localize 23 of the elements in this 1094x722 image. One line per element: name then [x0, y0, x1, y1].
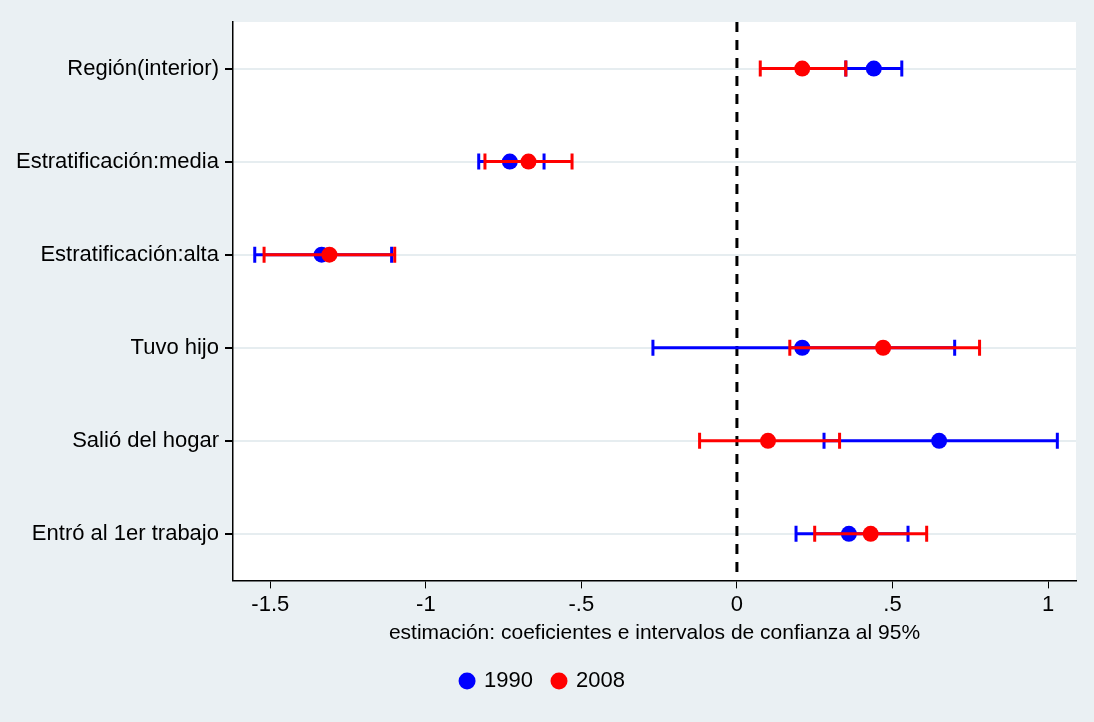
x-tick-label: -1.5 — [251, 590, 290, 616]
point — [865, 60, 882, 77]
x-tick-label: .5 — [883, 590, 902, 616]
y-tick-label: Estratificación:alta — [40, 240, 220, 266]
point — [760, 432, 777, 449]
y-tick-label: Estratificación:media — [15, 147, 220, 173]
legend-label: 2008 — [576, 667, 625, 693]
point — [862, 525, 879, 542]
x-axis-title: estimación: coeficientes e intervalos de confianza al 95% — [388, 620, 921, 644]
x-tick-label: 1 — [1041, 590, 1055, 616]
x-tick-label: -.5 — [568, 590, 595, 616]
point — [520, 153, 537, 170]
point — [794, 60, 811, 77]
x-tick-label: -1 — [416, 590, 436, 616]
y-tick-label: Región(interior) — [67, 54, 219, 80]
point — [931, 432, 948, 449]
point — [321, 246, 338, 263]
x-tick-label: 0 — [730, 590, 744, 616]
y-tick-label: Salió del hogar — [72, 426, 219, 452]
point — [875, 339, 892, 356]
legend-label: 1990 — [484, 667, 534, 693]
y-tick-label: Tuvo hijo — [130, 333, 219, 359]
y-tick-label: Entró al 1er trabajo — [31, 519, 219, 545]
